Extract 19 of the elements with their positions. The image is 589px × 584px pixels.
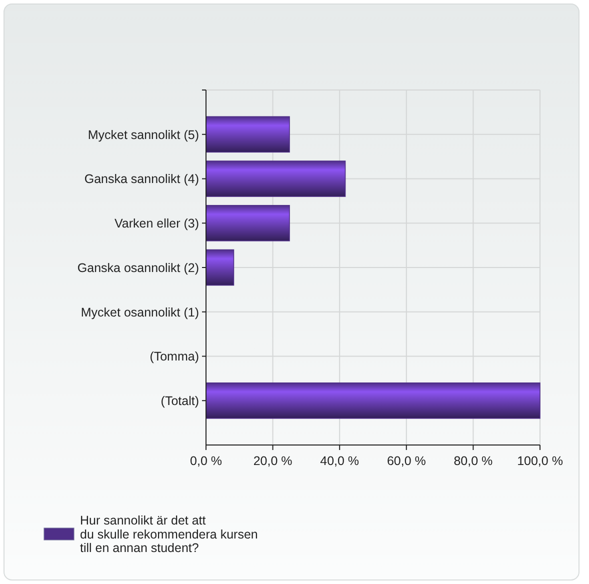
y-tick-label: Varken eller (3) [114,216,199,230]
x-tick-label: 60,0 % [386,454,426,468]
x-tick-label: 0,0 % [190,454,222,468]
x-tick-label: 80,0 % [454,454,493,468]
y-tick-label: Ganska sannolikt (4) [84,172,199,186]
y-tick-label: Mycket osannolikt (1) [80,305,199,320]
x-tick-label: 20,0 % [253,454,292,468]
bar [206,249,234,286]
legend-label: Hur sannolikt är det att du skulle rekommendera kursen till en annan student? [80,514,258,556]
bar [206,204,290,242]
y-tick-label: Ganska osannolikt (2) [77,260,199,275]
y-tick-label: (Tomma) [150,350,199,364]
bar [206,116,290,153]
x-tick-label: 100,0 % [517,454,563,468]
bar [206,382,540,419]
x-tick-label: 40,0 % [320,454,360,468]
y-tick-label: (Totalt) [160,394,199,408]
y-tick-label: Mycket sannolikt (5) [88,128,199,142]
bar [206,160,346,197]
